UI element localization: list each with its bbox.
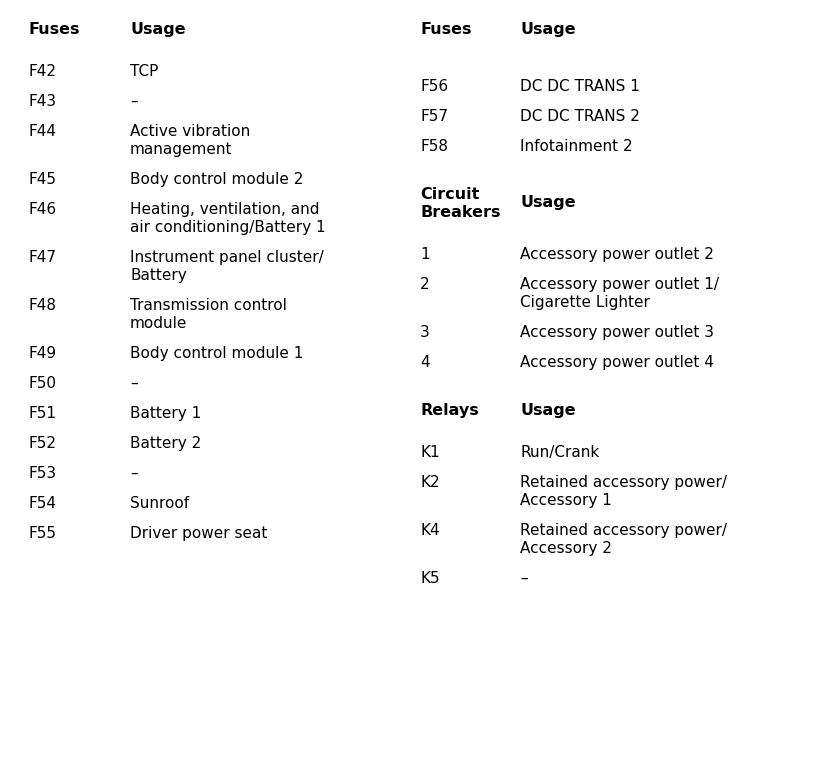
Text: Transmission control
module: Transmission control module <box>130 298 287 331</box>
Text: F53: F53 <box>28 466 56 481</box>
Text: F50: F50 <box>28 376 56 391</box>
Text: F51: F51 <box>28 406 56 421</box>
Text: F54: F54 <box>28 496 56 511</box>
Text: F44: F44 <box>28 124 56 139</box>
Text: K5: K5 <box>420 571 440 586</box>
Text: F57: F57 <box>420 109 448 124</box>
Text: 1: 1 <box>420 247 430 262</box>
Text: Accessory power outlet 2: Accessory power outlet 2 <box>520 247 714 262</box>
Text: Usage: Usage <box>520 195 576 210</box>
Text: Accessory power outlet 3: Accessory power outlet 3 <box>520 325 714 340</box>
Text: 2: 2 <box>420 277 430 292</box>
Text: Fuses: Fuses <box>420 22 472 37</box>
Text: Accessory power outlet 1/
Cigarette Lighter: Accessory power outlet 1/ Cigarette Ligh… <box>520 277 719 310</box>
Text: –: – <box>520 571 528 586</box>
Text: K2: K2 <box>420 475 440 490</box>
Text: Body control module 2: Body control module 2 <box>130 172 304 187</box>
Text: K1: K1 <box>420 445 440 460</box>
Text: K4: K4 <box>420 523 440 538</box>
Text: Sunroof: Sunroof <box>130 496 189 511</box>
Text: Relays: Relays <box>420 403 478 418</box>
Text: F47: F47 <box>28 250 56 265</box>
Text: –: – <box>130 94 138 109</box>
Text: DC DC TRANS 2: DC DC TRANS 2 <box>520 109 640 124</box>
Text: Accessory power outlet 4: Accessory power outlet 4 <box>520 355 714 370</box>
Text: Retained accessory power/
Accessory 1: Retained accessory power/ Accessory 1 <box>520 475 727 508</box>
Text: Circuit
Breakers: Circuit Breakers <box>420 187 501 220</box>
Text: Fuses: Fuses <box>28 22 79 37</box>
Text: Heating, ventilation, and
air conditioning/Battery 1: Heating, ventilation, and air conditioni… <box>130 202 326 235</box>
Text: –: – <box>130 466 138 481</box>
Text: Body control module 1: Body control module 1 <box>130 346 304 361</box>
Text: 4: 4 <box>420 355 430 370</box>
Text: Infotainment 2: Infotainment 2 <box>520 139 633 154</box>
Text: Usage: Usage <box>520 22 576 37</box>
Text: F48: F48 <box>28 298 56 313</box>
Text: Usage: Usage <box>520 403 576 418</box>
Text: F49: F49 <box>28 346 56 361</box>
Text: Driver power seat: Driver power seat <box>130 526 267 541</box>
Text: Run/Crank: Run/Crank <box>520 445 599 460</box>
Text: F55: F55 <box>28 526 56 541</box>
Text: F58: F58 <box>420 139 448 154</box>
Text: Battery 1: Battery 1 <box>130 406 201 421</box>
Text: Usage: Usage <box>130 22 186 37</box>
Text: F45: F45 <box>28 172 56 187</box>
Text: Active vibration
management: Active vibration management <box>130 124 250 157</box>
Text: F46: F46 <box>28 202 56 217</box>
Text: F52: F52 <box>28 436 56 451</box>
Text: DC DC TRANS 1: DC DC TRANS 1 <box>520 79 640 94</box>
Text: F42: F42 <box>28 64 56 79</box>
Text: F56: F56 <box>420 79 448 94</box>
Text: –: – <box>130 376 138 391</box>
Text: TCP: TCP <box>130 64 158 79</box>
Text: F43: F43 <box>28 94 56 109</box>
Text: Instrument panel cluster/
Battery: Instrument panel cluster/ Battery <box>130 250 323 283</box>
Text: Battery 2: Battery 2 <box>130 436 201 451</box>
Text: Retained accessory power/
Accessory 2: Retained accessory power/ Accessory 2 <box>520 523 727 556</box>
Text: 3: 3 <box>420 325 430 340</box>
